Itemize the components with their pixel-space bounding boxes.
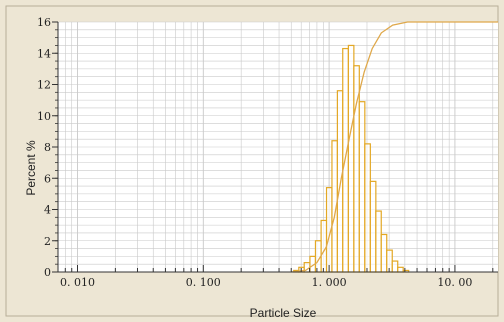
y-tick-label: 12 — [37, 79, 51, 92]
x-tick-label: 0. 010 — [60, 276, 95, 289]
histogram-bar — [342, 47, 349, 273]
x-tick-label: 0. 100 — [186, 276, 221, 289]
histogram-bar — [369, 180, 377, 273]
y-tick-label: 4 — [44, 204, 51, 217]
y-tick-label: 6 — [44, 172, 51, 185]
y-tick-label: 0 — [44, 266, 51, 279]
y-tick-label: 16 — [37, 16, 51, 29]
histogram-bar — [358, 101, 366, 273]
histogram-bar — [364, 143, 371, 273]
x-tick-label: 10. 00 — [437, 276, 472, 289]
histogram-bar — [320, 219, 328, 273]
y-tick-label: 8 — [44, 141, 51, 154]
x-axis-title: Particle Size — [250, 306, 317, 320]
y-tick-label: 10 — [37, 110, 51, 123]
x-tick-label: 1. 000 — [312, 276, 347, 289]
histogram-bar — [347, 44, 355, 273]
histogram-bar — [380, 233, 388, 273]
histogram-bar — [336, 90, 344, 273]
y-axis-title: Percent % — [24, 140, 38, 196]
y-tick-label: 14 — [37, 47, 51, 60]
histogram-bar — [397, 266, 404, 273]
y-tick-label: 2 — [44, 235, 51, 248]
histogram-bar — [375, 210, 382, 273]
cumulative-curve — [291, 21, 498, 273]
histogram-bar — [391, 260, 399, 273]
